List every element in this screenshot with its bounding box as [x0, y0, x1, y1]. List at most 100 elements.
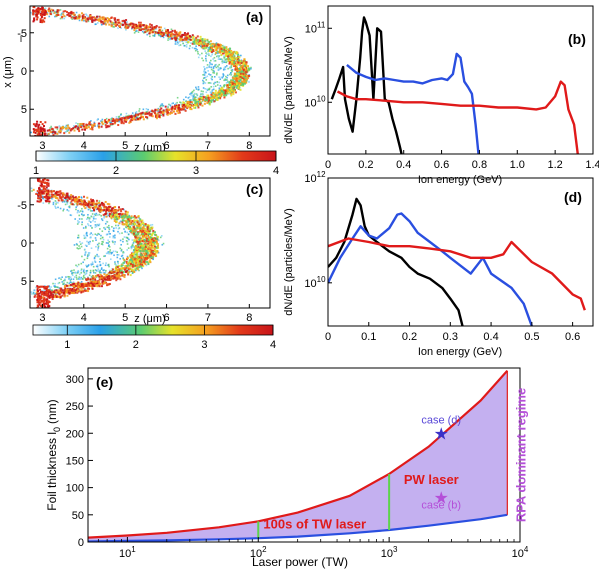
density-dot: [95, 214, 97, 217]
density-dot: [120, 113, 122, 115]
density-dot: [124, 219, 127, 222]
density-dot: [215, 46, 218, 49]
density-dot: [43, 12, 46, 15]
density-dot: [241, 67, 244, 70]
density-dot: [90, 215, 93, 218]
density-dot: [150, 24, 153, 27]
density-dot: [123, 19, 126, 22]
density-dot: [214, 98, 217, 101]
density-dot: [156, 108, 159, 111]
density-dot: [132, 245, 134, 247]
density-dot: [128, 215, 131, 218]
density-dot: [211, 90, 213, 92]
density-dot: [129, 226, 132, 229]
density-dot: [16, 294, 18, 296]
density-dot: [32, 128, 35, 131]
density-dot: [116, 23, 119, 26]
density-dot: [88, 220, 91, 222]
density-dot: [87, 213, 89, 216]
density-dot: [110, 121, 113, 124]
density-dot: [176, 106, 179, 109]
density-dot: [107, 239, 109, 242]
density-dot: [137, 248, 140, 251]
density-dot: [214, 89, 217, 92]
density-dot: [149, 224, 152, 226]
density-dot: [228, 90, 231, 93]
density-dot: [225, 53, 228, 56]
density-dot: [92, 275, 95, 278]
density-dot: [45, 189, 48, 192]
density-dot: [97, 255, 100, 258]
density-dot: [141, 219, 144, 222]
density-dot: [134, 244, 137, 247]
density-dot: [248, 74, 251, 76]
density-dot: [134, 259, 137, 262]
density-dot: [226, 89, 229, 92]
density-dot: [221, 91, 224, 94]
density-dot: [188, 34, 191, 37]
density-dot: [139, 218, 142, 221]
density-dot: [45, 194, 48, 197]
density-dot: [56, 286, 59, 289]
density-dot: [129, 256, 132, 259]
density-dot: [64, 10, 67, 13]
density-dot: [152, 254, 155, 257]
density-dot: [212, 69, 214, 72]
density-dot: [109, 121, 112, 124]
density-dot: [34, 10, 37, 13]
density-dot: [110, 271, 113, 274]
density-dot: [71, 203, 74, 206]
density-dot: [30, 187, 33, 190]
density-dot: [132, 23, 135, 26]
density-dot: [238, 59, 241, 62]
density-dot: [159, 236, 162, 239]
density-dot: [214, 53, 217, 56]
density-dot: [39, 18, 42, 21]
density-dot: [90, 198, 93, 201]
density-dot: [38, 178, 41, 181]
density-dot: [133, 270, 136, 273]
density-dot: [45, 186, 48, 189]
ticks-a: 3 4 5 6 7 8-505: [17, 28, 252, 152]
density-dot: [146, 112, 149, 115]
density-dot: [82, 122, 85, 125]
density-dot: [126, 215, 129, 218]
density-dot: [139, 29, 142, 32]
density-dot: [73, 269, 75, 271]
density-dot: [180, 37, 183, 40]
density-dot: [76, 265, 79, 268]
density-dot: [48, 7, 51, 10]
density-dot: [120, 243, 122, 246]
density-dot: [98, 213, 101, 216]
density-dot: [196, 93, 199, 96]
density-dot: [102, 209, 105, 212]
x-tick-label: 8: [246, 140, 252, 152]
density-dot: [50, 190, 53, 193]
density-dot: [99, 264, 102, 266]
density-dot: [204, 50, 207, 52]
density-dot: [138, 25, 141, 28]
density-dot: [57, 190, 60, 193]
density-dot: [113, 211, 116, 214]
density-dot: [53, 190, 56, 193]
density-dot: [212, 88, 215, 91]
density-dot: [85, 270, 88, 272]
density-dot: [76, 290, 79, 293]
density-dot: [57, 289, 60, 292]
density-dot: [69, 283, 72, 286]
density-dot: [102, 277, 105, 280]
density-dot: [77, 287, 80, 290]
density-dot: [147, 237, 150, 240]
density-dot: [94, 269, 97, 271]
density-dot: [196, 48, 198, 51]
density-dot: [170, 32, 173, 35]
density-dot: [117, 262, 119, 265]
density-dot: [118, 276, 121, 279]
density-dot: [213, 96, 216, 99]
density-dot: [119, 271, 122, 274]
density-dot: [103, 21, 106, 24]
density-dot: [118, 21, 121, 24]
density-dot: [225, 48, 228, 51]
density-dot: [106, 247, 109, 250]
